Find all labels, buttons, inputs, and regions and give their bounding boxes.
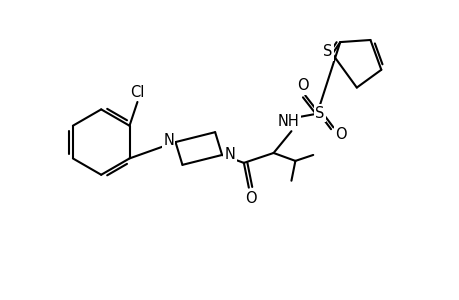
Text: N: N — [163, 133, 174, 148]
Text: O: O — [297, 78, 308, 93]
Text: NH: NH — [277, 114, 299, 129]
Text: O: O — [335, 127, 346, 142]
Text: Cl: Cl — [130, 85, 144, 100]
Text: S: S — [315, 106, 324, 121]
Text: N: N — [224, 148, 235, 163]
Text: S: S — [322, 44, 331, 59]
Text: O: O — [245, 191, 256, 206]
